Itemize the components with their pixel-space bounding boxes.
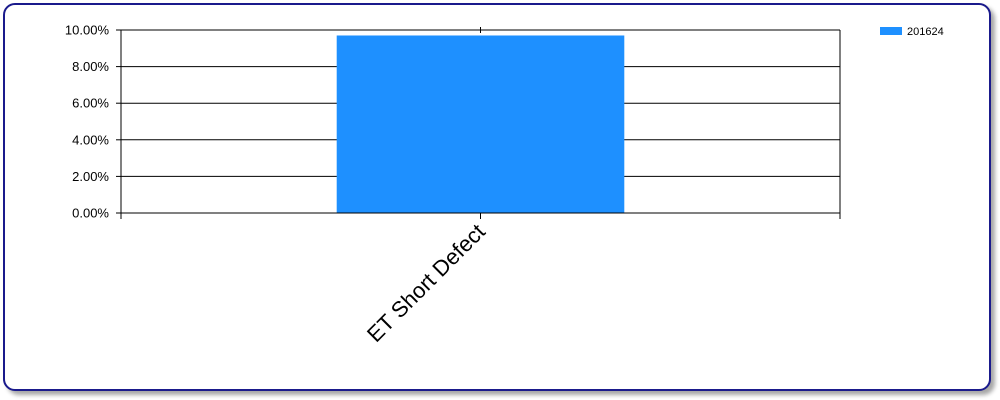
bar [336,35,625,213]
y-tick-labels: 0.00% 2.00% 4.00% 6.00% 8.00% 10.00% [65,23,110,221]
y-tick-label: 2.00% [72,169,109,184]
y-tick-label: 8.00% [72,59,109,74]
y-tick-label: 4.00% [72,132,109,147]
axes [116,27,841,219]
y-tick-label: 10.00% [65,23,110,38]
x-tick-labels: ET Short Defect [362,219,490,347]
y-tick-label: 0.00% [72,206,109,221]
y-tick-label: 6.00% [72,96,109,111]
bars [336,35,625,213]
legend-swatch [880,27,902,35]
x-tick-label: ET Short Defect [362,219,490,347]
legend-label: 201624 [907,26,944,38]
legend: 201624 [880,26,944,38]
